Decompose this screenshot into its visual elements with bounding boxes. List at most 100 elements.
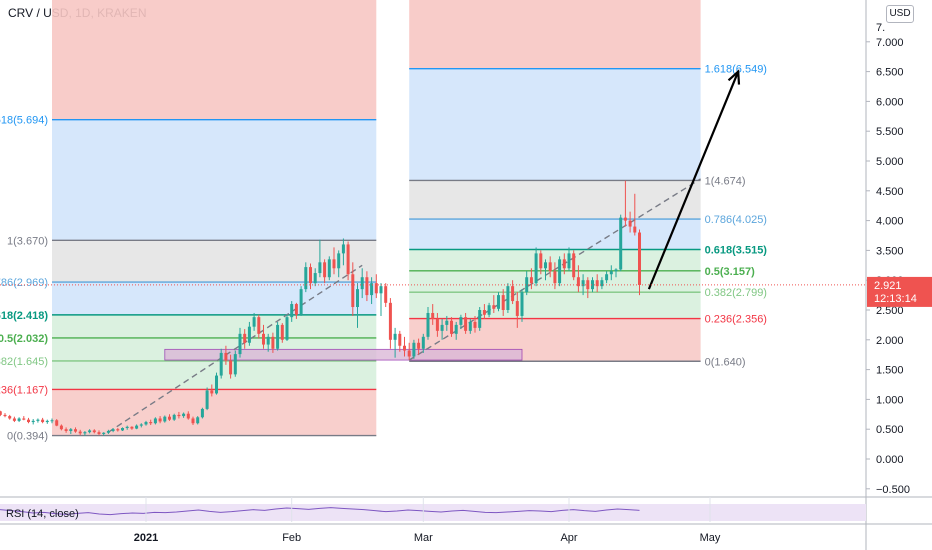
candle-body (520, 292, 524, 316)
candle-body (41, 419, 45, 423)
fib-level-label: 0.786(2.969) (0, 277, 48, 289)
candle-body (200, 408, 204, 418)
candle-body (45, 420, 49, 423)
candle-body (309, 267, 312, 284)
fib-zone (52, 314, 377, 338)
candle-body (323, 262, 327, 278)
candle-body (50, 420, 54, 422)
candle-body (191, 418, 195, 424)
candle-body (628, 220, 632, 227)
fib-zone (409, 68, 701, 181)
support-box (164, 348, 523, 361)
candle-body (468, 321, 472, 331)
candle-body (435, 318, 439, 331)
x-tick-label: Feb (282, 532, 301, 544)
candle-body (450, 320, 453, 334)
x-tick-label: Mar (414, 532, 433, 544)
candle-body (55, 420, 59, 426)
fib-level-label: 0.236(2.356) (705, 314, 767, 326)
candle-body (139, 424, 143, 426)
candle-body (168, 416, 171, 420)
candle-body (393, 333, 397, 340)
candle-body (111, 429, 115, 431)
candle-body (497, 295, 500, 309)
candle-body (257, 317, 261, 334)
candle-body (74, 429, 77, 432)
candle-body (529, 277, 533, 284)
candle-body (398, 333, 402, 346)
candle-body (379, 286, 383, 294)
candle-body (492, 305, 496, 309)
candle-body (294, 304, 298, 315)
candle-body (215, 375, 218, 394)
candle-body (539, 253, 543, 269)
fib-zone (409, 180, 701, 220)
candle-body (149, 422, 153, 424)
candle-body (431, 312, 435, 319)
trend-line (108, 264, 363, 433)
candle-body (130, 426, 134, 429)
candle-body (121, 428, 124, 431)
candle-body (464, 317, 468, 331)
candle-body (153, 418, 157, 424)
candle-body (313, 273, 317, 284)
fib-level-label: 0.382(2.799) (705, 287, 767, 299)
price-tag (867, 276, 932, 307)
candle-body (482, 310, 486, 315)
fib-level-label: 1.618(5.694) (0, 115, 48, 127)
candle-body (83, 432, 87, 434)
candle-body (332, 259, 336, 269)
candle-body (346, 244, 350, 275)
y-tick-label: 7. (876, 22, 885, 34)
candle-body (233, 354, 237, 375)
x-tick-label: May (700, 532, 721, 544)
fib-zone (409, 249, 701, 271)
candle-body (506, 286, 510, 310)
candle-body (3, 414, 7, 417)
candle-body (459, 317, 463, 325)
candle-body (0, 411, 2, 415)
candle-body (210, 390, 214, 394)
y-tick-label: 6.000 (876, 96, 904, 108)
fib-level-label: 1(3.670) (7, 235, 48, 247)
fib-zone (52, 282, 377, 315)
candle-body (12, 418, 16, 421)
candle-body (421, 336, 425, 349)
fib-level-label: 0.618(3.515) (705, 245, 768, 257)
candle-body (78, 431, 82, 434)
rsi-label: RSI (14, close) (6, 508, 79, 520)
candle-body (412, 342, 416, 357)
candle-body (360, 277, 364, 290)
candle-body (586, 280, 590, 290)
candle-body (299, 289, 303, 315)
candle-body (370, 283, 374, 296)
candle-body (558, 259, 562, 284)
fib-level-label: 0(0.394) (7, 431, 48, 443)
candle-body (633, 226, 637, 233)
candle-body (106, 430, 110, 433)
candle-body (280, 324, 284, 340)
candle-body (266, 336, 270, 345)
candle-body (172, 414, 176, 420)
candle-body (135, 425, 139, 429)
candle-body (417, 342, 421, 349)
candle-body (304, 267, 308, 290)
candle-body (501, 295, 505, 310)
candle-body (572, 253, 576, 278)
candle-body (407, 350, 411, 357)
candle-body (271, 336, 275, 349)
candle-body (454, 324, 458, 334)
y-tick-label: 4.000 (876, 216, 904, 228)
candle-body (88, 430, 92, 433)
candle-body (562, 259, 566, 269)
currency-button[interactable]: USD (886, 5, 914, 23)
candle-body (384, 286, 388, 303)
fib-zone (52, 389, 377, 436)
candle-body (238, 333, 242, 355)
y-tick-label: 3.500 (876, 245, 904, 257)
fib-level-label: 0.236(1.167) (0, 384, 48, 396)
y-tick-label: 7.000 (876, 37, 904, 49)
candle-body (64, 429, 68, 431)
y-tick-label: 5.000 (876, 156, 904, 168)
